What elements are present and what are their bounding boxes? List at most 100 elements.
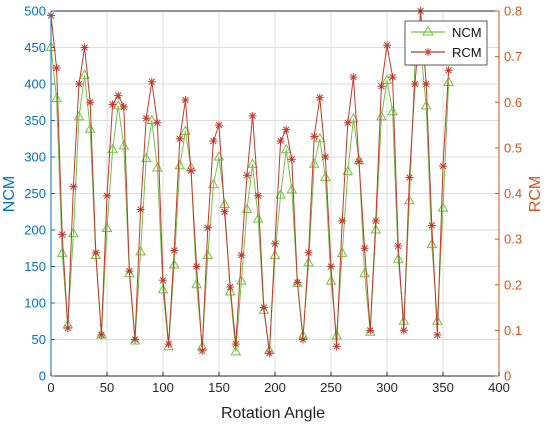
data-point-rcm — [327, 262, 335, 271]
data-point-rcm — [164, 340, 173, 349]
data-point-ncm — [73, 110, 85, 121]
data-point-ncm — [336, 247, 348, 257]
tick-labels: 0 50 100 150 200 250 300 350 4000501001502002503… — [24, 4, 522, 396]
x-tick-label: 250 — [320, 380, 342, 395]
legend-marker-rcm — [424, 48, 432, 56]
y-right-tick-label: 0.1 — [504, 323, 522, 338]
data-point-ncm — [275, 188, 286, 199]
data-point-rcm — [343, 118, 352, 127]
data-point-rcm — [215, 121, 223, 130]
data-point-ncm — [387, 105, 398, 116]
data-point-rcm — [433, 330, 442, 339]
data-point-rcm — [405, 173, 414, 182]
legend-item-ncm: NCM — [411, 25, 482, 40]
data-point-ncm — [224, 286, 236, 296]
legend-label-rcm: RCM — [452, 45, 482, 60]
data-point-ncm — [191, 278, 202, 289]
y-left-tick-label: 400 — [24, 77, 46, 92]
series-rcm — [47, 7, 453, 358]
data-point-rcm — [355, 157, 363, 166]
data-point-rcm — [360, 244, 369, 253]
data-point-rcm — [271, 239, 279, 248]
data-point-rcm — [299, 335, 307, 344]
data-point-rcm — [237, 251, 246, 260]
axes — [50, 10, 500, 377]
data-point-rcm — [187, 166, 195, 175]
data-point-rcm — [259, 303, 268, 312]
data-point-rcm — [310, 132, 319, 141]
data-point-rcm — [411, 80, 419, 88]
data-point-rcm — [159, 276, 167, 285]
data-point-ncm — [174, 159, 186, 170]
data-point-rcm — [52, 64, 61, 73]
data-point-ncm — [359, 267, 370, 278]
data-point-ncm — [236, 275, 247, 285]
data-point-rcm — [287, 155, 296, 164]
data-point-rcm — [136, 205, 145, 214]
data-point-rcm — [142, 114, 151, 123]
data-point-rcm — [321, 153, 330, 161]
data-point-ncm — [230, 345, 242, 356]
data-point-ncm — [51, 92, 62, 103]
data-point-ncm — [252, 213, 264, 223]
data-point-rcm — [366, 326, 375, 335]
data-point-rcm — [226, 283, 235, 292]
y-left-tick-label: 500 — [24, 4, 46, 19]
data-point-rcm — [220, 207, 229, 216]
data-point-ncm — [247, 158, 258, 168]
data-point-rcm — [86, 98, 95, 107]
data-point-rcm — [192, 262, 201, 271]
data-point-rcm — [293, 278, 302, 287]
y-left-tick-label: 100 — [24, 296, 46, 311]
y-right-tick-label: 0.3 — [504, 232, 522, 247]
data-point-rcm — [439, 162, 447, 171]
data-point-rcm — [282, 125, 291, 134]
y-right-tick-label: 0.8 — [504, 4, 522, 19]
data-point-ncm — [157, 283, 169, 294]
legend-box — [404, 20, 488, 66]
data-point-ncm — [420, 99, 432, 110]
data-point-ncm — [370, 223, 382, 234]
x-tick-label: 400 — [488, 380, 510, 395]
data-point-rcm — [388, 73, 397, 82]
data-point-ncm — [208, 178, 219, 189]
data-point-rcm — [198, 346, 207, 355]
data-point-ncm — [376, 110, 387, 121]
data-point-ncm — [364, 326, 376, 336]
data-point-ncm — [303, 256, 314, 267]
data-point-ncm — [146, 114, 158, 124]
data-point-rcm — [394, 241, 403, 250]
legend: NCM RCM — [404, 20, 488, 66]
data-point-rcm — [209, 137, 218, 146]
data-point-ncm — [269, 249, 281, 260]
data-point-ncm — [314, 132, 326, 143]
data-point-rcm — [243, 171, 251, 180]
grid-lines — [50, 10, 500, 377]
data-point-rcm — [170, 246, 179, 255]
data-point-ncm — [404, 194, 415, 205]
data-point-ncm — [202, 249, 214, 260]
y-left-tick-label: 250 — [24, 186, 46, 201]
data-point-rcm — [399, 326, 408, 335]
data-point-rcm — [231, 340, 240, 349]
data-point-rcm — [203, 223, 212, 232]
data-point-rcm — [125, 267, 134, 276]
data-point-rcm — [147, 77, 156, 86]
data-point-ncm — [437, 202, 449, 212]
legend-item-rcm: RCM — [411, 45, 482, 60]
x-tick-label: 150 — [208, 380, 230, 395]
data-point-rcm — [75, 80, 83, 88]
x-axis-label: Rotation Angle — [221, 405, 325, 422]
y-axis-left-label: NCM — [1, 176, 18, 212]
data-point-rcm — [444, 66, 453, 75]
y-left-tick-label: 350 — [24, 113, 46, 128]
y-right-tick-label: 0 — [504, 369, 511, 384]
data-point-rcm — [371, 216, 380, 225]
data-point-rcm — [63, 324, 72, 333]
y-left-tick-label: 50 — [32, 332, 46, 347]
x-tick-label: 350 — [432, 380, 454, 395]
legend-label-ncm: NCM — [452, 25, 482, 40]
x-tick-label: 200 — [264, 380, 286, 395]
y-right-tick-label: 0.5 — [504, 140, 522, 155]
